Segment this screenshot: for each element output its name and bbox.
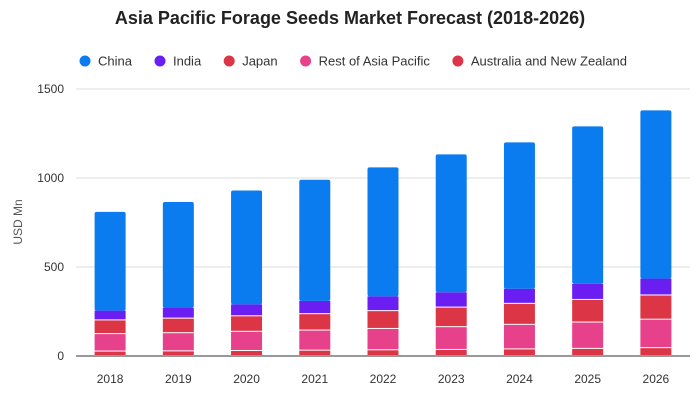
bar-india-2026 bbox=[640, 278, 672, 295]
bar-japan-2022 bbox=[367, 311, 399, 328]
legend-item-australia-and-new-zealand: Australia and New Zealand bbox=[452, 54, 627, 69]
x-tick-label: 2025 bbox=[574, 372, 601, 386]
x-tick-label: 2020 bbox=[233, 372, 260, 386]
legend-label: China bbox=[98, 54, 133, 69]
bar-china-2019 bbox=[162, 202, 194, 308]
bar-australia-and-new-zealand-2019 bbox=[162, 351, 194, 355]
bar-rest-of-asia-pacific-2026 bbox=[640, 319, 672, 348]
bar-australia-and-new-zealand-2025 bbox=[572, 348, 604, 355]
bar-china-2025 bbox=[572, 126, 604, 284]
bar-japan-2020 bbox=[231, 316, 263, 331]
x-tick-label: 2023 bbox=[438, 372, 465, 386]
y-tick-label: 1000 bbox=[37, 171, 64, 185]
bar-japan-2025 bbox=[572, 299, 604, 322]
bar-china-2024 bbox=[503, 142, 535, 289]
bar-rest-of-asia-pacific-2024 bbox=[503, 324, 535, 349]
bar-china-2026 bbox=[640, 110, 672, 279]
bar-japan-2018 bbox=[94, 320, 126, 334]
bar-india-2018 bbox=[94, 310, 126, 320]
bar-stack-2023 bbox=[435, 154, 467, 355]
bar-china-2022 bbox=[367, 167, 399, 297]
legend-label: Japan bbox=[242, 54, 277, 69]
x-tick-label: 2022 bbox=[370, 372, 397, 386]
legend-item-india: India bbox=[154, 54, 202, 69]
bars bbox=[94, 110, 672, 355]
bar-australia-and-new-zealand-2018 bbox=[94, 351, 126, 355]
legend-item-china: China bbox=[79, 54, 133, 69]
bar-rest-of-asia-pacific-2023 bbox=[435, 327, 467, 349]
legend-swatch bbox=[300, 55, 312, 67]
legend-item-japan: Japan bbox=[223, 54, 278, 69]
bar-india-2021 bbox=[299, 300, 331, 314]
bar-australia-and-new-zealand-2024 bbox=[503, 349, 535, 355]
x-tick-label: 2024 bbox=[506, 372, 533, 386]
bar-australia-and-new-zealand-2023 bbox=[435, 349, 467, 355]
bar-rest-of-asia-pacific-2018 bbox=[94, 334, 126, 351]
legend-label: India bbox=[173, 54, 202, 69]
legend-swatch bbox=[79, 55, 91, 67]
bar-japan-2021 bbox=[299, 314, 331, 330]
y-tick-label: 0 bbox=[57, 349, 64, 363]
bar-stack-2021 bbox=[299, 179, 331, 355]
legend-swatch bbox=[154, 55, 166, 67]
bar-china-2021 bbox=[299, 179, 331, 301]
bar-japan-2023 bbox=[435, 307, 467, 327]
bar-rest-of-asia-pacific-2022 bbox=[367, 328, 399, 350]
bar-japan-2019 bbox=[162, 318, 194, 333]
legend: China India Japan Rest of Asia Pacific Austr… bbox=[79, 54, 627, 69]
bar-stack-2025 bbox=[572, 126, 604, 355]
bar-rest-of-asia-pacific-2021 bbox=[299, 330, 331, 350]
legend-item-rest-of-asia-pacific: Rest of Asia Pacific bbox=[300, 54, 430, 69]
bar-india-2022 bbox=[367, 296, 399, 311]
bar-stack-2018 bbox=[94, 211, 126, 355]
bar-china-2018 bbox=[94, 211, 126, 311]
bar-australia-and-new-zealand-2021 bbox=[299, 350, 331, 355]
legend-label: Rest of Asia Pacific bbox=[319, 54, 431, 69]
bar-stack-2026 bbox=[640, 110, 672, 355]
bar-india-2019 bbox=[162, 307, 194, 318]
x-tick-label: 2018 bbox=[97, 372, 124, 386]
chart-title: Asia Pacific Forage Seeds Market Forecas… bbox=[115, 8, 585, 28]
bar-australia-and-new-zealand-2020 bbox=[231, 351, 263, 355]
legend-label: Australia and New Zealand bbox=[471, 54, 627, 69]
bar-china-2020 bbox=[231, 190, 263, 305]
legend-swatch bbox=[223, 55, 235, 67]
y-tick-label: 1500 bbox=[37, 82, 64, 96]
y-axis-ticks: 0 500 1000 1500 bbox=[37, 82, 64, 363]
bar-india-2024 bbox=[503, 288, 535, 303]
bar-china-2023 bbox=[435, 154, 467, 293]
bar-rest-of-asia-pacific-2019 bbox=[162, 333, 194, 351]
bar-rest-of-asia-pacific-2020 bbox=[231, 331, 263, 351]
legend-swatch bbox=[452, 55, 464, 67]
bar-australia-and-new-zealand-2026 bbox=[640, 348, 672, 355]
x-tick-label: 2019 bbox=[165, 372, 192, 386]
bar-japan-2024 bbox=[503, 303, 535, 324]
bar-japan-2026 bbox=[640, 295, 672, 319]
bar-stack-2020 bbox=[231, 190, 263, 355]
x-tick-label: 2026 bbox=[643, 372, 670, 386]
bar-stack-2022 bbox=[367, 167, 399, 355]
y-tick-label: 500 bbox=[44, 260, 64, 274]
x-axis-ticks: 2018 2019 2020 2021 2022 2023 2024 2025 2026 bbox=[97, 372, 670, 386]
y-axis-label: USD Mn bbox=[11, 199, 25, 244]
bar-india-2020 bbox=[231, 304, 263, 316]
bar-india-2025 bbox=[572, 283, 604, 299]
bar-stack-2024 bbox=[503, 142, 535, 355]
bar-australia-and-new-zealand-2022 bbox=[367, 350, 399, 355]
x-tick-label: 2021 bbox=[301, 372, 328, 386]
bar-india-2023 bbox=[435, 292, 467, 307]
bar-rest-of-asia-pacific-2025 bbox=[572, 322, 604, 348]
bar-stack-2019 bbox=[162, 202, 194, 355]
